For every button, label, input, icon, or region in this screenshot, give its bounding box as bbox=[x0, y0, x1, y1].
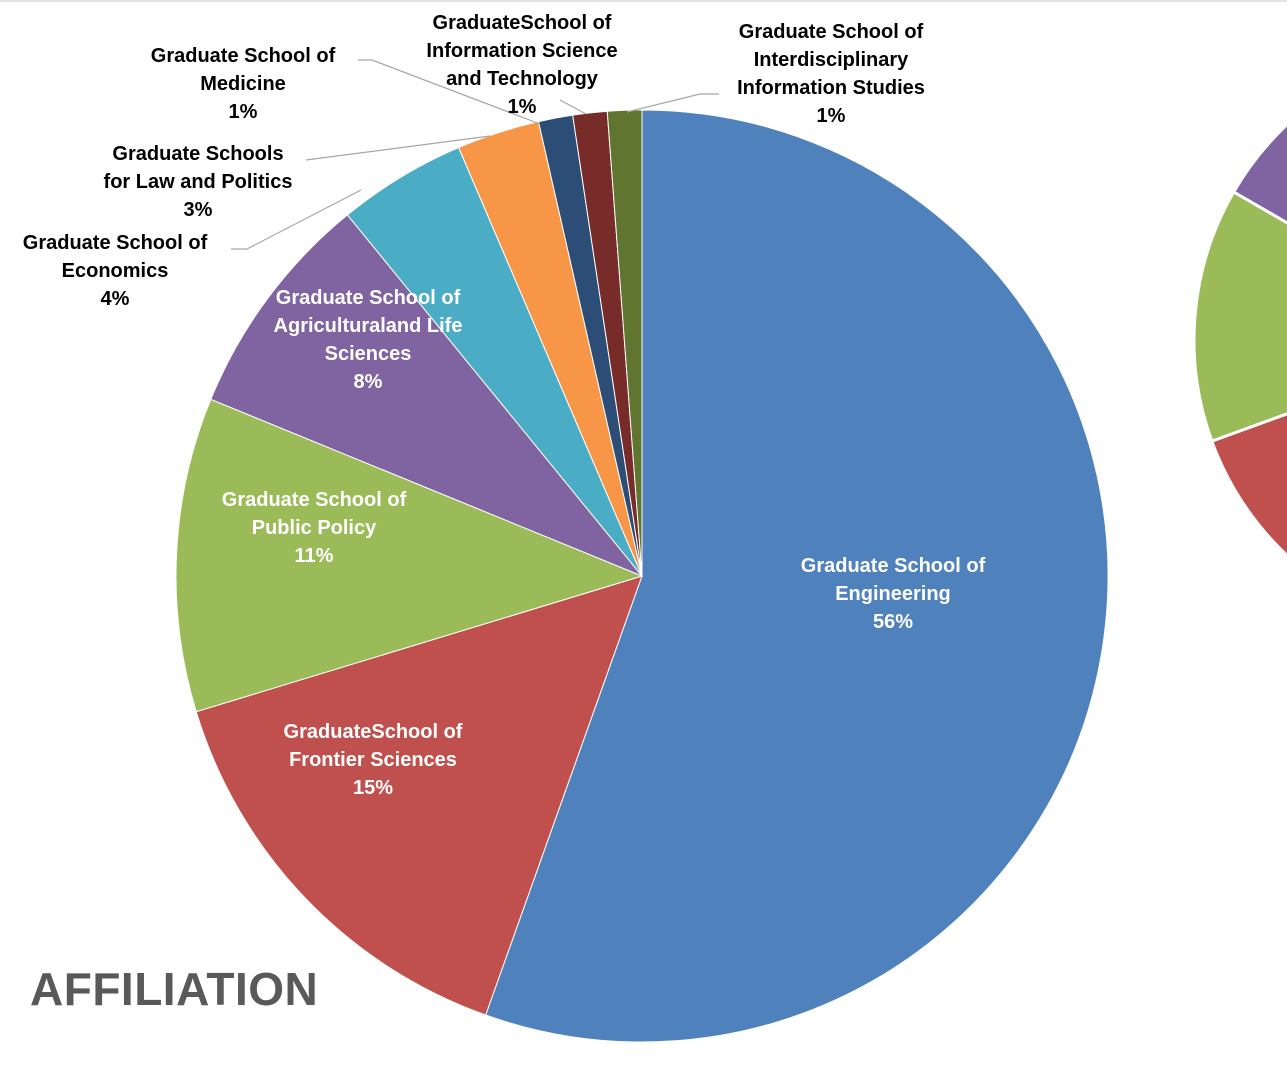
pie-slice-4 bbox=[210, 214, 643, 577]
slice-label-line: Graduate School of bbox=[801, 555, 986, 577]
pie-slice-1 bbox=[485, 109, 1109, 1043]
slice-label-line: 3% bbox=[184, 199, 213, 221]
slice-label-line: Interdisciplinary bbox=[754, 49, 909, 71]
slice-label-line: Engineering bbox=[835, 583, 951, 605]
partial-pie-slice-2 bbox=[1192, 189, 1287, 444]
slice-label-line: Economics bbox=[62, 260, 169, 282]
slice-label-line: and Technology bbox=[446, 68, 599, 90]
slice-label-6: Graduate Schools for Law and Politics 3% bbox=[104, 143, 293, 221]
slice-label-line: 8% bbox=[354, 371, 383, 393]
slice-label-7: Graduate School of Medicine 1% bbox=[151, 45, 336, 123]
pie-slice-2 bbox=[195, 575, 643, 1016]
slice-label-1: Graduate School of Engineering 56% bbox=[801, 555, 986, 633]
slice-label-line: Graduate Schools bbox=[112, 143, 283, 165]
slice-label-line: Frontier Sciences bbox=[289, 749, 457, 771]
slice-label-4: Graduate School of Agriculturaland Life Sc… bbox=[274, 287, 463, 393]
leader-line-9 bbox=[626, 93, 719, 113]
leader-line-8 bbox=[559, 99, 587, 115]
slice-label-line: 56% bbox=[873, 611, 913, 633]
top-divider bbox=[0, 0, 1287, 2]
partial-pie-slice-3 bbox=[1209, 412, 1287, 558]
slice-label-line: Graduate School of bbox=[222, 489, 407, 511]
leader-line-5 bbox=[231, 189, 362, 250]
slice-label-line: 1% bbox=[229, 101, 258, 123]
slice-label-line: 4% bbox=[101, 288, 130, 310]
slice-label-2: GraduateSchool of Frontier Sciences 15% bbox=[284, 721, 463, 799]
leader-line-7 bbox=[358, 59, 541, 125]
slice-label-9: Graduate School of Interdisciplinary Infor… bbox=[737, 21, 925, 127]
slice-label-line: Graduate School of bbox=[23, 232, 208, 254]
slice-label-line: Public Policy bbox=[252, 517, 377, 539]
slice-label-8: GraduateSchool of Information Science and … bbox=[426, 12, 617, 118]
slice-label-line: Information Science bbox=[426, 40, 617, 62]
slice-label-line: Sciences bbox=[325, 343, 412, 365]
pie-slice-9 bbox=[606, 109, 643, 577]
slice-label-line: GraduateSchool of bbox=[433, 12, 612, 34]
slice-label-line: Graduate School of bbox=[739, 21, 924, 43]
slice-label-line: 15% bbox=[353, 777, 393, 799]
leader-line-6 bbox=[305, 135, 491, 161]
pie-slice-3 bbox=[175, 398, 644, 713]
slice-label-line: Agriculturaland Life bbox=[274, 315, 463, 337]
slice-label-3: Graduate School of Public Policy 11% bbox=[222, 489, 407, 567]
slice-label-line: Information Studies bbox=[737, 77, 925, 99]
slice-label-line: Medicine bbox=[200, 73, 286, 95]
slice-label-line: GraduateSchool of bbox=[284, 721, 463, 743]
chart-title: AFFILIATION bbox=[30, 963, 319, 1015]
slice-label-line: 11% bbox=[295, 545, 334, 567]
slice-label-line: Graduate School of bbox=[276, 287, 461, 309]
slice-label-line: for Law and Politics bbox=[104, 171, 293, 193]
slice-label-5: Graduate School of Economics 4% bbox=[23, 232, 208, 310]
slice-label-line: 1% bbox=[817, 105, 846, 127]
slice-label-line: Graduate School of bbox=[151, 45, 336, 67]
slice-label-line: 1% bbox=[508, 96, 537, 118]
